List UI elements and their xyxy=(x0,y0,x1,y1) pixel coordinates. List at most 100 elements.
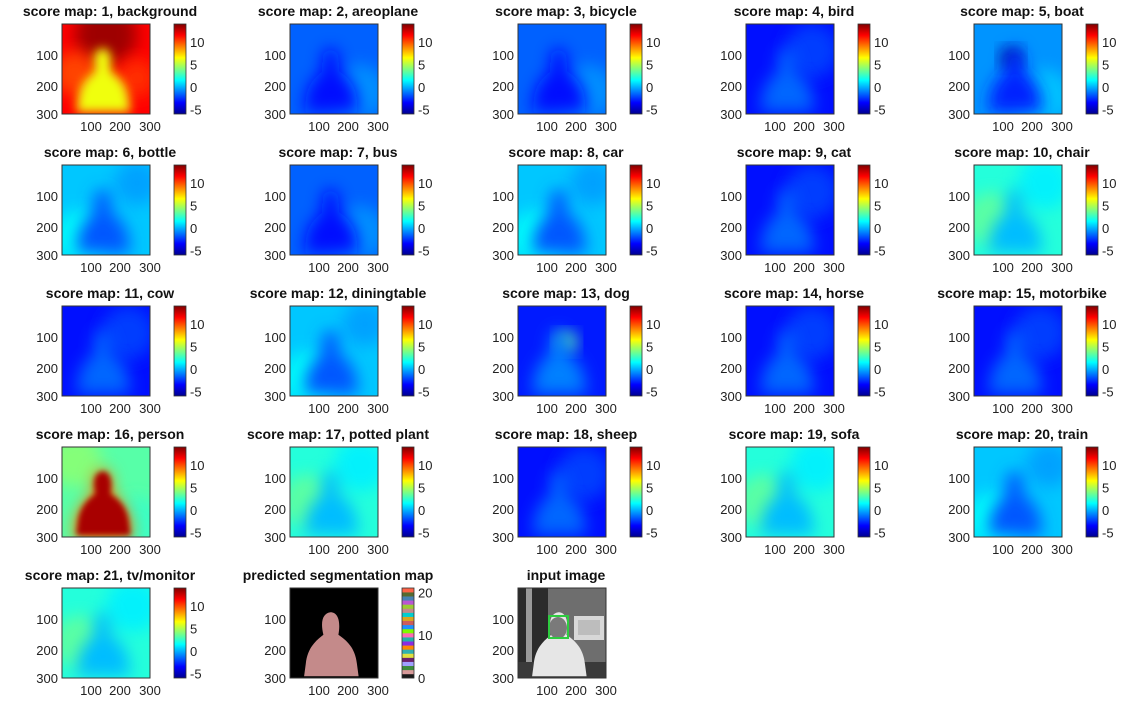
y-tick-label: 100 xyxy=(36,189,58,204)
colorbar-tick-label: 0 xyxy=(1102,503,1109,518)
colorbar-tick-label: 0 xyxy=(418,80,425,95)
colorbar-tick-label: 10 xyxy=(874,317,888,332)
axes: 100 200 300 100 200 300 xyxy=(492,23,617,134)
subplot-5: score map: 5, boat 100 200 300 100 200 300 10 5 0… xyxy=(948,3,1116,134)
heatmap-image xyxy=(746,447,834,537)
y-tick-label: 200 xyxy=(36,361,58,376)
colorbar-tick-label: 0 xyxy=(874,362,881,377)
subplot-title: score map: 4, bird xyxy=(734,3,855,19)
x-tick-label: 100 xyxy=(764,542,786,557)
heatmap-image xyxy=(746,306,834,396)
y-tick-label: 300 xyxy=(948,389,970,404)
subplot-title: score map: 18, sheep xyxy=(495,426,637,442)
colorbar: 10 5 0 -5 xyxy=(173,446,204,541)
colorbar-tick-label: 5 xyxy=(418,481,425,496)
y-tick-label: 200 xyxy=(720,220,742,235)
colorbar-tick-label: -5 xyxy=(418,385,430,400)
colorbar-tick-label: -5 xyxy=(874,385,886,400)
colorbar-tick-label: -5 xyxy=(418,244,430,259)
x-tick-label: 300 xyxy=(823,260,845,275)
subplot-title: score map: 11, cow xyxy=(46,285,175,301)
x-tick-label: 100 xyxy=(992,542,1014,557)
x-tick-label: 200 xyxy=(793,542,815,557)
subplot-title: score map: 9, cat xyxy=(737,144,852,160)
y-tick-label: 300 xyxy=(492,671,514,686)
y-tick-label: 100 xyxy=(492,612,514,627)
colorbar: 20 10 0 xyxy=(401,585,432,686)
y-tick-label: 100 xyxy=(492,189,514,204)
colorbar-tick-label: -5 xyxy=(1102,103,1114,118)
x-tick-label: 300 xyxy=(139,401,161,416)
x-tick-label: 100 xyxy=(536,260,558,275)
y-tick-label: 300 xyxy=(492,530,514,545)
subplot-11: score map: 11, cow 100 200 300 100 200 300 10 5 0… xyxy=(36,285,204,416)
colorbar-tick-label: 10 xyxy=(190,176,204,191)
subplot-title: score map: 20, train xyxy=(956,426,1088,442)
y-tick-label: 300 xyxy=(720,248,742,263)
x-tick-label: 200 xyxy=(1021,260,1043,275)
axes: 100 200 300 100 200 300 xyxy=(948,23,1073,134)
x-tick-label: 200 xyxy=(565,401,587,416)
subplot-title: score map: 1, background xyxy=(23,3,197,19)
colorbar-tick-label: 0 xyxy=(190,80,197,95)
colorbar-tick-label: -5 xyxy=(418,526,430,541)
axes: 100 200 300 100 200 300 xyxy=(492,587,617,698)
y-tick-label: 100 xyxy=(264,612,286,627)
y-tick-label: 200 xyxy=(948,502,970,517)
y-tick-label: 200 xyxy=(36,79,58,94)
y-tick-label: 100 xyxy=(720,330,742,345)
colorbar-tick-label: 0 xyxy=(190,362,197,377)
y-tick-label: 200 xyxy=(264,361,286,376)
subplot-title: score map: 10, chair xyxy=(954,144,1090,160)
colorbar-tick-label: 5 xyxy=(418,58,425,73)
y-tick-label: 300 xyxy=(948,530,970,545)
y-tick-label: 300 xyxy=(492,107,514,122)
heatmap-image xyxy=(290,447,378,537)
y-tick-label: 200 xyxy=(264,502,286,517)
colorbar-tick-label: -5 xyxy=(190,667,202,682)
heatmap-image xyxy=(518,24,606,114)
heatmap-image xyxy=(974,165,1062,255)
y-tick-label: 200 xyxy=(492,502,514,517)
colorbar: 10 5 0 -5 xyxy=(1085,23,1116,118)
x-tick-label: 100 xyxy=(308,401,330,416)
colorbar: 10 5 0 -5 xyxy=(401,164,432,259)
colorbar-tick-label: -5 xyxy=(1102,244,1114,259)
x-tick-label: 200 xyxy=(793,260,815,275)
x-tick-label: 200 xyxy=(109,401,131,416)
x-tick-label: 300 xyxy=(139,260,161,275)
axes: 100 200 300 100 200 300 xyxy=(36,587,161,698)
x-tick-label: 100 xyxy=(536,401,558,416)
subplot-title: score map: 8, car xyxy=(508,144,624,160)
colorbar-tick-label: 10 xyxy=(190,599,204,614)
colorbar-tick-label: 5 xyxy=(874,58,881,73)
colorbar: 10 5 0 -5 xyxy=(629,164,660,259)
x-tick-label: 300 xyxy=(595,542,617,557)
colorbar: 10 5 0 -5 xyxy=(629,23,660,118)
y-tick-label: 100 xyxy=(36,48,58,63)
y-tick-label: 100 xyxy=(948,48,970,63)
x-tick-label: 200 xyxy=(1021,119,1043,134)
y-tick-label: 100 xyxy=(36,612,58,627)
x-tick-label: 200 xyxy=(793,119,815,134)
y-tick-label: 200 xyxy=(720,502,742,517)
y-tick-label: 200 xyxy=(36,643,58,658)
subplot-title: score map: 13, dog xyxy=(502,285,630,301)
colorbar-tick-label: -5 xyxy=(190,526,202,541)
y-tick-label: 300 xyxy=(492,248,514,263)
colorbar: 10 5 0 -5 xyxy=(857,446,888,541)
colorbar-tick-label: 0 xyxy=(874,221,881,236)
colorbar: 10 5 0 -5 xyxy=(1085,305,1116,400)
x-tick-label: 100 xyxy=(536,683,558,698)
x-tick-label: 300 xyxy=(139,119,161,134)
x-tick-label: 100 xyxy=(80,401,102,416)
y-tick-label: 200 xyxy=(264,643,286,658)
axes: 100 200 300 100 200 300 xyxy=(720,305,845,416)
axes: 100 200 300 100 200 300 xyxy=(492,446,617,557)
colorbar-tick-label: 10 xyxy=(418,628,432,643)
y-tick-label: 300 xyxy=(264,248,286,263)
